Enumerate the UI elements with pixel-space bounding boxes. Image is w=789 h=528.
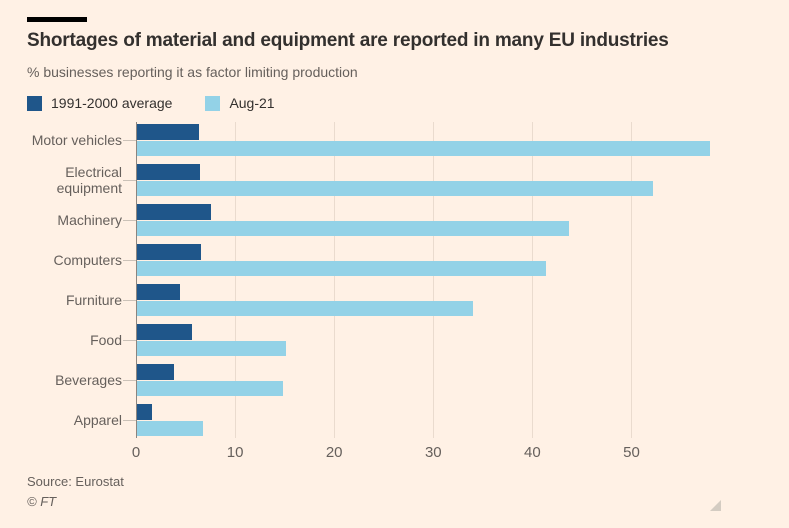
legend-item-aug-21: Aug-21 bbox=[205, 95, 275, 111]
category-label-electrical-equipment: Electrical equipment bbox=[56, 164, 122, 196]
gridline-10 bbox=[234, 122, 236, 438]
x-tick-label-30: 30 bbox=[424, 444, 442, 461]
category-tickmark-computers bbox=[123, 260, 136, 261]
bar-furniture-aug-21 bbox=[137, 301, 473, 316]
bar-motor-vehicles-1991-2000-average bbox=[137, 124, 200, 140]
bar-machinery-1991-2000-average bbox=[137, 204, 212, 220]
x-tick-label-10: 10 bbox=[226, 444, 244, 461]
bar-beverages-aug-21 bbox=[137, 381, 283, 396]
bar-food-aug-21 bbox=[137, 341, 286, 356]
bar-food-1991-2000-average bbox=[137, 324, 193, 340]
bar-apparel-aug-21 bbox=[137, 421, 204, 436]
legend-item-1991-2000-average: 1991-2000 average bbox=[27, 95, 172, 111]
chart-subtitle: % businesses reporting it as factor limi… bbox=[27, 64, 358, 80]
bar-motor-vehicles-aug-21 bbox=[137, 141, 710, 156]
category-label-beverages: Beverages bbox=[55, 372, 122, 388]
category-label-furniture: Furniture bbox=[65, 292, 122, 308]
bar-apparel-1991-2000-average bbox=[137, 404, 152, 420]
bar-electrical-equipment-1991-2000-average bbox=[137, 164, 201, 180]
x-tick-label-50: 50 bbox=[623, 444, 640, 461]
gridline-20 bbox=[333, 122, 335, 438]
plot-area: 0 10 20 30 40 50 bbox=[132, 122, 784, 461]
category-tickmark-apparel bbox=[123, 420, 136, 421]
category-label-apparel: Apparel bbox=[73, 412, 122, 428]
legend-swatch-light-icon bbox=[205, 95, 221, 111]
chart-title: Shortages of material and equipment are … bbox=[27, 30, 669, 51]
copyright-note: © FT bbox=[27, 494, 57, 509]
legend-label: 1991-2000 average bbox=[51, 95, 173, 111]
bar-beverages-1991-2000-average bbox=[137, 364, 174, 380]
category-tickmark-electrical-equipment bbox=[123, 180, 136, 181]
gridline-50 bbox=[631, 122, 632, 438]
bar-machinery-aug-21 bbox=[137, 221, 570, 236]
category-tickmark-motor-vehicles bbox=[123, 140, 136, 141]
bar-computers-aug-21 bbox=[137, 261, 547, 276]
category-label-machinery: Machinery bbox=[57, 212, 122, 228]
legend: 1991-2000 average Aug-21 bbox=[27, 95, 308, 111]
category-label-food: Food bbox=[90, 332, 122, 348]
x-tick-label-40: 40 bbox=[524, 444, 541, 461]
resize-handle-icon[interactable] bbox=[710, 500, 721, 511]
source-note: Source: Eurostat bbox=[27, 474, 124, 489]
bar-computers-1991-2000-average bbox=[137, 244, 202, 260]
bar-electrical-equipment-aug-21 bbox=[137, 181, 654, 196]
x-tick-label-20: 20 bbox=[325, 444, 343, 461]
gridline-40 bbox=[531, 122, 533, 438]
category-label-computers: Computers bbox=[53, 252, 122, 268]
category-label-motor-vehicles: Motor vehicles bbox=[31, 132, 122, 148]
category-tickmark-machinery bbox=[123, 220, 136, 221]
legend-swatch-dark-icon bbox=[27, 95, 42, 111]
bar-chart: 0 10 20 30 40 50 Motor vehicles Electrical equ… bbox=[0, 122, 789, 462]
category-tickmark-furniture bbox=[123, 300, 136, 301]
gridline-30 bbox=[432, 122, 434, 438]
bar-furniture-1991-2000-average bbox=[137, 284, 180, 300]
category-tickmark-food bbox=[123, 340, 136, 341]
ft-top-rule bbox=[27, 17, 87, 22]
legend-label: Aug-21 bbox=[229, 95, 275, 111]
category-tickmark-beverages bbox=[123, 380, 136, 381]
x-tick-label-0: 0 bbox=[131, 444, 141, 461]
axis-zero-line bbox=[135, 122, 137, 438]
